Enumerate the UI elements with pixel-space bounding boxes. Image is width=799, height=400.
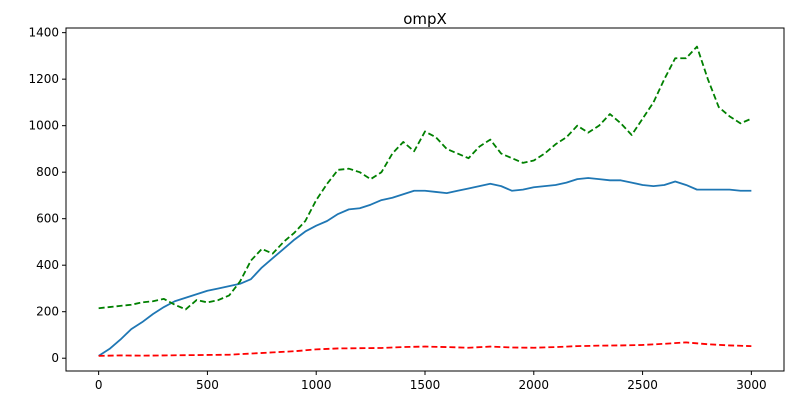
chart-title: ompX [403, 10, 447, 28]
y-tick-label: 400 [36, 258, 59, 272]
series-line-3 [98, 341, 752, 357]
y-tick-label: 0 [51, 351, 59, 365]
x-tick-label: 2500 [627, 378, 658, 392]
x-tick-label: 2000 [519, 378, 550, 392]
series-layer [98, 45, 752, 357]
y-tick-label: 1000 [28, 119, 59, 133]
y-tick-label: 1200 [28, 72, 59, 86]
y-tick-label: 600 [36, 212, 59, 226]
x-tick-label: 3000 [736, 378, 767, 392]
axes-layer: 0 500 1000 1500 2000 2500 3000 0 200 400 600 800 100… [28, 26, 785, 392]
y-tick-label: 800 [36, 165, 59, 179]
x-tick-label: 1500 [410, 378, 441, 392]
x-tick-label: 1000 [301, 378, 332, 392]
series-line-2 [98, 45, 752, 311]
x-tick-label: 500 [196, 378, 219, 392]
series-line-1 [98, 177, 752, 357]
y-tick-label: 1400 [28, 26, 59, 40]
y-tick-label: 200 [36, 305, 59, 319]
x-tick-label: 0 [95, 378, 103, 392]
